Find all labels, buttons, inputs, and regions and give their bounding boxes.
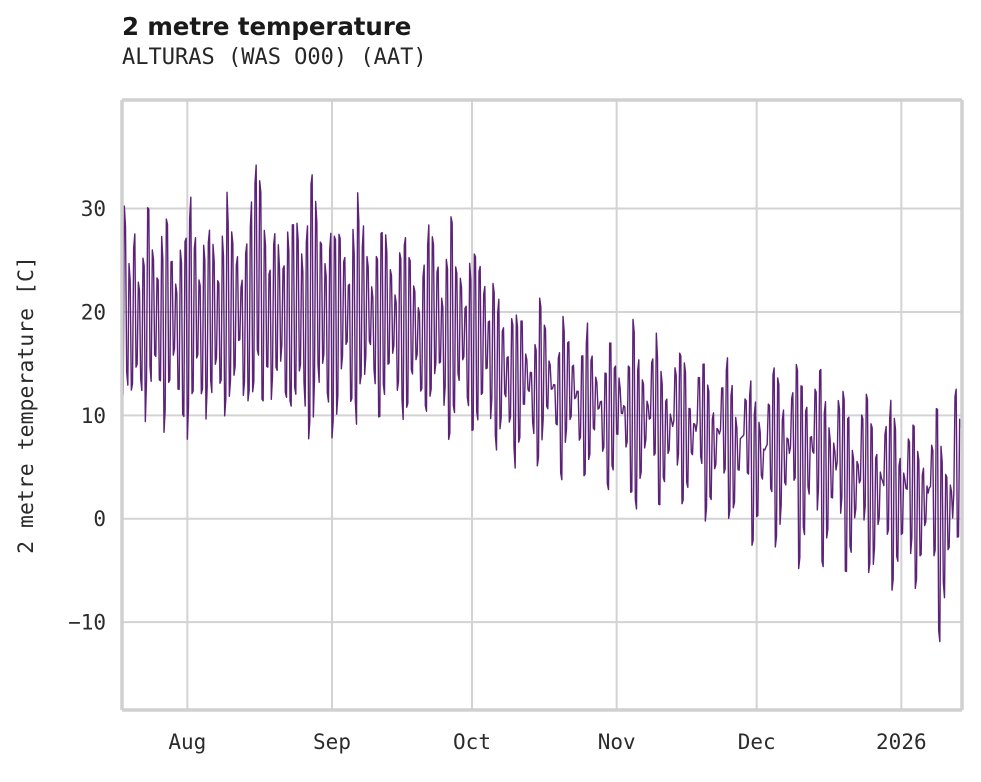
axis-spines: [120, 98, 964, 712]
y-tick-label: 30: [81, 197, 106, 221]
x-axis-ticks: Aug Sep Oct Nov Dec 2026: [168, 730, 926, 754]
x-tick-label: Aug: [168, 730, 206, 754]
series-line-temperature: [122, 164, 962, 643]
y-axis-title: 2 metre temperature [C]: [14, 256, 39, 554]
title-block: 2 metre temperature ALTURAS (WAS O00) (A…: [122, 12, 962, 71]
chart-subtitle: ALTURAS (WAS O00) (AAT): [122, 45, 427, 71]
y-axis-title-text: 2 metre temperature [C]: [14, 256, 39, 554]
series-layer: [122, 164, 962, 643]
x-tick-label: Oct: [453, 730, 491, 754]
y-tick-label: −10: [68, 611, 106, 635]
y-tick-label: 10: [81, 404, 106, 428]
y-axis-ticks: −10 0 10 20 30: [68, 197, 106, 635]
x-tick-label: Dec: [738, 730, 776, 754]
x-tick-label: 2026: [876, 730, 927, 754]
y-tick-label: 0: [93, 507, 106, 531]
y-tick-label: 20: [81, 300, 106, 324]
x-tick-label: Sep: [313, 730, 351, 754]
page-title: 2 metre temperature: [122, 12, 412, 41]
x-tick-label: Nov: [598, 730, 636, 754]
